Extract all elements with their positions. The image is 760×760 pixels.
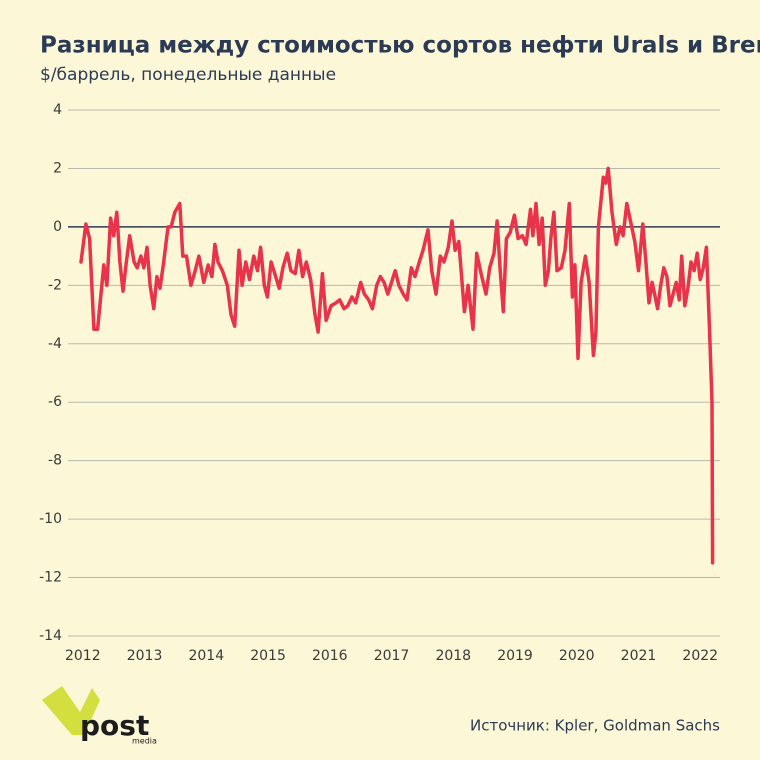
y-tick-label: 4 bbox=[53, 102, 62, 118]
y-tick-label: 2 bbox=[53, 160, 62, 176]
x-tick-label: 2016 bbox=[312, 648, 348, 664]
chart-subtitle: $/баррель, понедельные данные bbox=[40, 65, 336, 85]
x-tick-label: 2013 bbox=[127, 648, 163, 664]
source: Источник: Kpler, Goldman Sachs bbox=[470, 717, 720, 735]
y-tick-label: 0 bbox=[53, 219, 62, 235]
y-tick-label: -10 bbox=[39, 511, 62, 527]
x-tick-label: 2021 bbox=[621, 648, 657, 664]
chart-title: Разница между стоимостью сортов нефти Ur… bbox=[40, 33, 760, 59]
x-tick-label: 2012 bbox=[65, 648, 101, 664]
x-tick-label: 2020 bbox=[559, 648, 595, 664]
logo-name: post bbox=[80, 709, 149, 742]
x-tick-label: 2022 bbox=[682, 648, 718, 664]
y-tick-label: -14 bbox=[39, 628, 62, 644]
x-tick-label: 2019 bbox=[497, 648, 533, 664]
y-tick-label: -4 bbox=[48, 336, 62, 352]
x-tick-label: 2017 bbox=[374, 648, 410, 664]
y-tick-label: -2 bbox=[48, 277, 62, 293]
logo-shape bbox=[42, 686, 100, 735]
logo-sub: media bbox=[132, 737, 157, 746]
y-tick-label: -6 bbox=[48, 394, 62, 410]
line bbox=[79, 166, 715, 565]
y-tick-label: -12 bbox=[39, 570, 62, 586]
x-tick-label: 2014 bbox=[188, 648, 224, 664]
y-tick-label: -8 bbox=[48, 453, 62, 469]
logo: post media bbox=[42, 686, 157, 746]
x-tick-label: 2015 bbox=[250, 648, 286, 664]
x-tick-label: 2018 bbox=[435, 648, 471, 664]
